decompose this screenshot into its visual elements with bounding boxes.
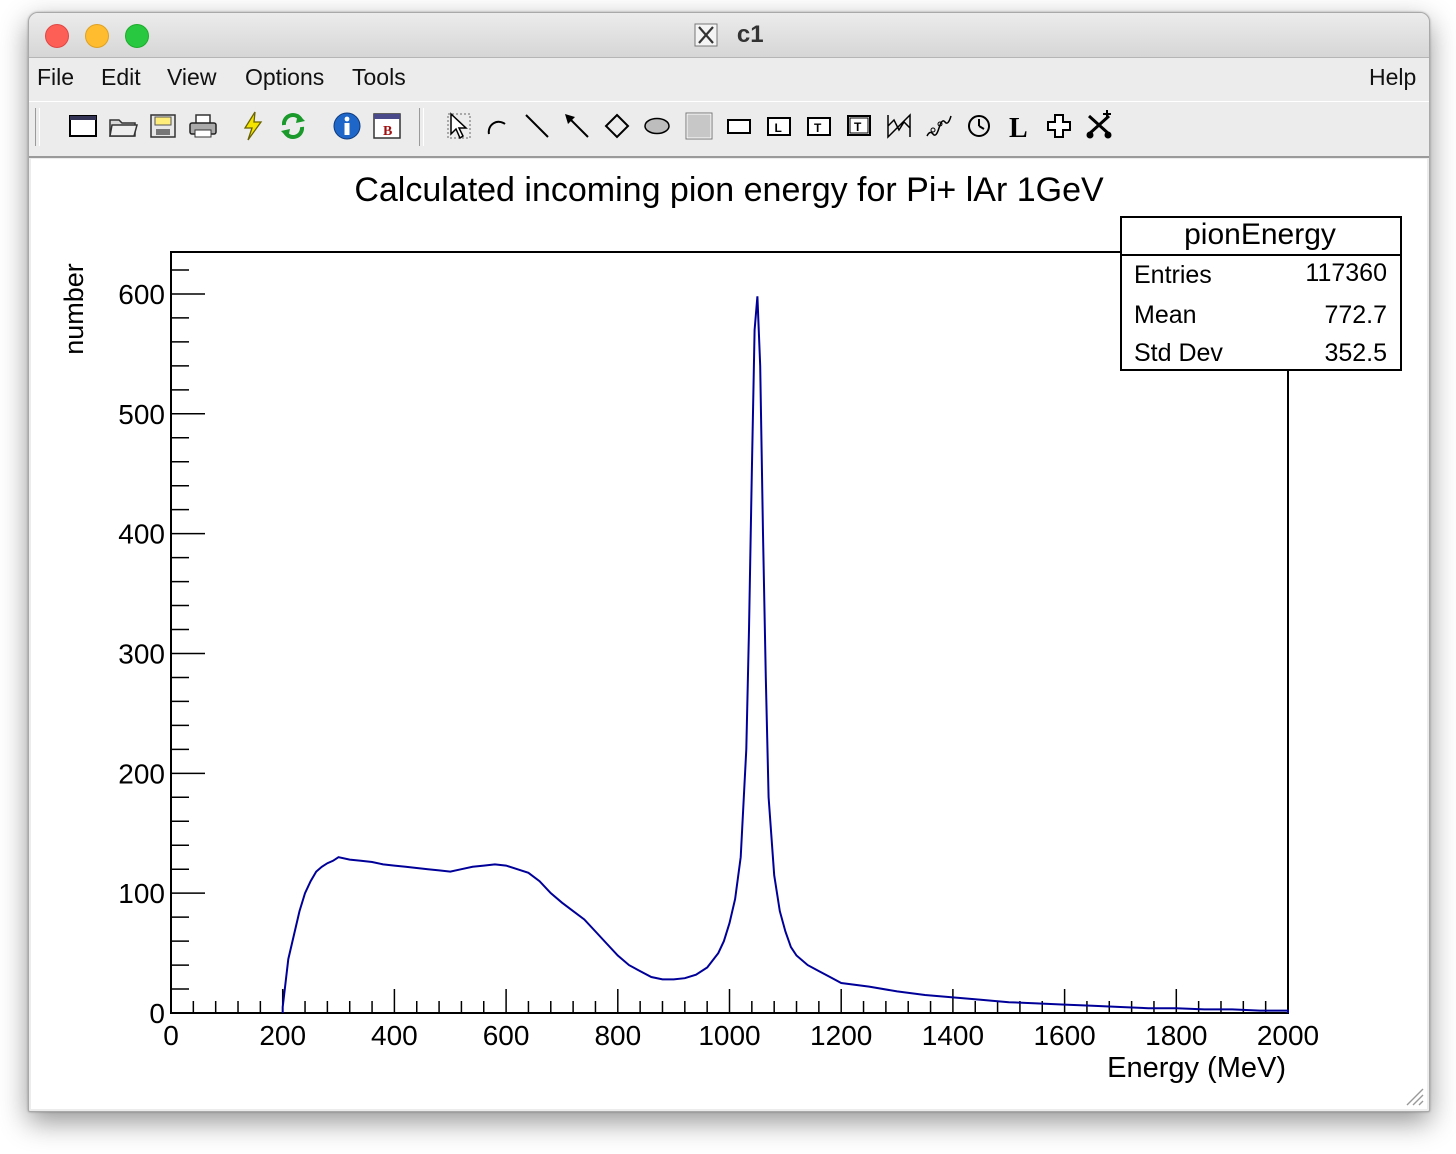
diamond-icon[interactable] [601,110,633,142]
new-canvas-icon[interactable] [67,110,99,142]
x-axis-label: Energy (MeV) [1107,1052,1286,1084]
open-folder-icon[interactable] [107,110,139,142]
minimize-icon[interactable] [85,24,109,48]
svg-text:T: T [814,121,822,135]
refresh-icon[interactable] [277,110,309,142]
toolbar-separator [419,108,424,146]
x-tick-label: 1400 [922,1020,984,1051]
y-tick-label: 600 [118,279,165,310]
plot-canvas[interactable]: Calculated incoming pion energy for Pi+ … [31,159,1427,1109]
curly-line-icon[interactable] [923,110,955,142]
resize-grip-icon[interactable] [1399,1081,1425,1107]
marker-icon[interactable] [1043,110,1075,142]
window-title: c1 [736,21,764,48]
menu-tools[interactable]: Tools [352,64,406,90]
paves-text-icon[interactable]: T [843,110,875,142]
root-window: c1 File Edit View Options Tools Help B L… [28,12,1430,1112]
latex-icon[interactable]: L [1003,110,1035,142]
svg-text:T: T [854,120,862,134]
y-tick-label: 200 [118,758,165,789]
menu-bar: File Edit View Options Tools Help [29,58,1429,100]
info-icon[interactable] [331,110,363,142]
stats-stddev-value: 352.5 [1324,339,1387,367]
svg-text:L: L [1009,113,1028,142]
stats-box: pionEnergy Entries 117360 Mean 772.7 Std… [1120,216,1402,371]
interrupt-icon[interactable] [237,110,269,142]
x-tick-label: 2000 [1257,1020,1319,1051]
menu-edit[interactable]: Edit [101,64,141,90]
y-tick-label: 400 [118,519,165,550]
chart-title: Calculated incoming pion energy for Pi+ … [354,171,1104,209]
menu-view[interactable]: View [167,64,217,90]
x-tick-label: 0 [163,1020,179,1051]
ellipse-icon[interactable] [641,110,673,142]
menu-file[interactable]: File [37,64,75,90]
zoom-icon[interactable] [125,24,149,48]
y-axis-label: number [59,263,89,355]
x-tick-label: 400 [371,1020,418,1051]
histogram-plot[interactable]: Calculated incoming pion energy for Pi+ … [31,159,1427,1109]
x-tick-label: 1800 [1145,1020,1207,1051]
graph-icon[interactable] [883,110,915,142]
pave-label-icon[interactable]: L [763,110,795,142]
y-tick-label: 300 [118,638,165,669]
pad-icon[interactable] [683,110,715,142]
svg-text:B: B [383,124,392,139]
cut-icon[interactable] [1083,110,1115,142]
histogram-line [281,296,1289,1013]
stats-entries-value: 117360 [1305,259,1387,287]
x-tick-label: 1000 [698,1020,760,1051]
x-tick-label: 600 [483,1020,530,1051]
pave-icon[interactable] [723,110,755,142]
arrow-icon[interactable] [561,110,593,142]
toolbar: B L T T L [29,101,1429,158]
browser-icon[interactable]: B [371,110,403,142]
menu-options[interactable]: Options [245,64,325,90]
y-tick-label: 0 [149,998,165,1029]
y-tick-label: 100 [118,878,165,909]
stats-entries-label: Entries [1134,261,1212,289]
toolbar-grip [35,108,40,146]
arc-icon[interactable] [481,110,513,142]
pointer-icon[interactable] [443,110,475,142]
print-icon[interactable] [187,110,219,142]
x-tick-label: 800 [594,1020,641,1051]
line-icon[interactable] [521,110,553,142]
stats-stddev-label: Std Dev [1134,339,1223,367]
save-icon[interactable] [147,110,179,142]
pave-text-icon[interactable]: T [803,110,835,142]
stats-box-frame [1120,216,1402,371]
stats-mean-label: Mean [1134,301,1197,329]
y-tick-label: 500 [118,399,165,430]
stats-box-name: pionEnergy [1184,218,1336,251]
title-bar[interactable]: c1 [29,13,1429,58]
x-tick-label: 1600 [1033,1020,1095,1051]
x-axis: 0 200 400 600 800 1000 1200 1400 1600 1800 2000 [163,989,1319,1051]
curly-arc-icon[interactable] [963,110,995,142]
svg-text:L: L [775,121,782,135]
x11-icon [694,23,718,47]
close-icon[interactable] [45,24,69,48]
y-axis: 0 100 200 300 400 500 600 [118,269,205,1029]
x-tick-label: 1200 [810,1020,872,1051]
stats-mean-value: 772.7 [1324,301,1387,329]
x-tick-label: 200 [259,1020,306,1051]
menu-help[interactable]: Help [1369,64,1417,90]
